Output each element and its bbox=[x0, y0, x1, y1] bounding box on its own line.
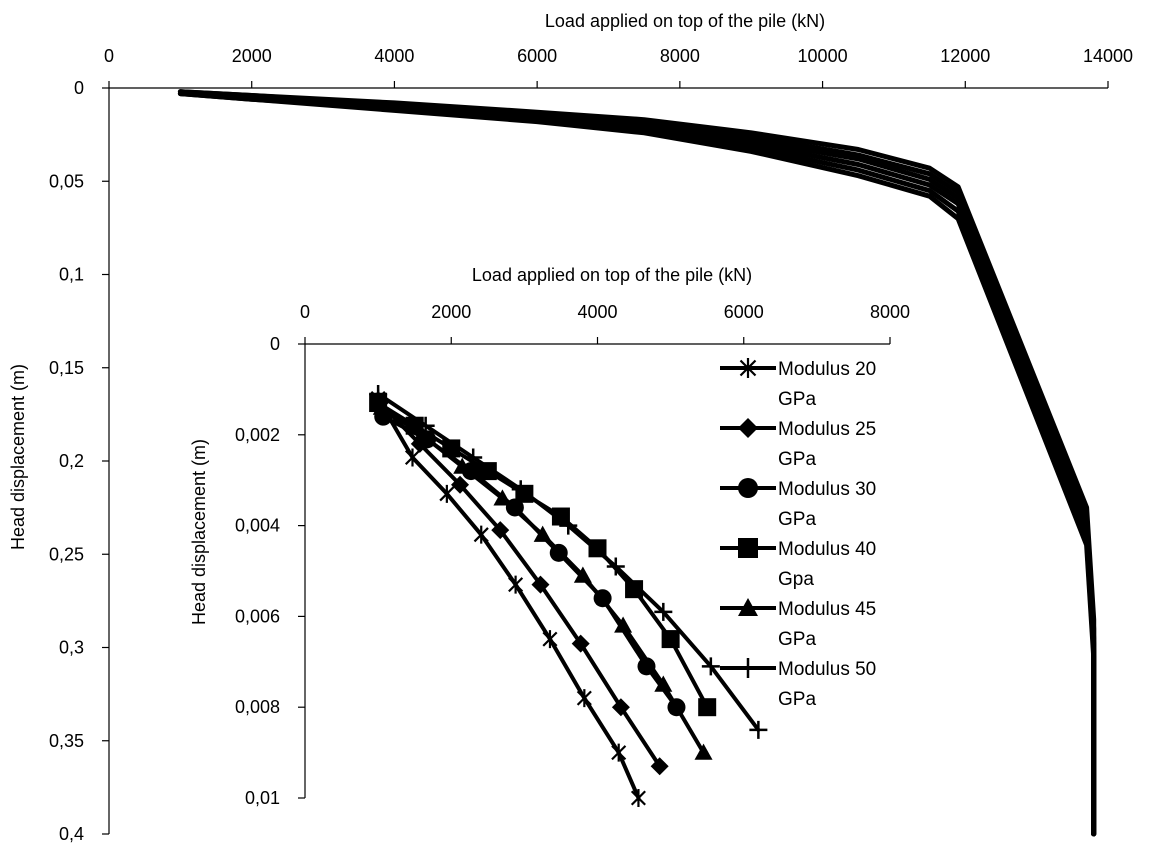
inset-point-asterisk bbox=[576, 689, 592, 708]
main-series-line bbox=[177, 91, 1097, 837]
legend-label-unit: GPa bbox=[778, 389, 816, 410]
inset-point-square bbox=[625, 580, 644, 599]
inset-point-triangle bbox=[654, 675, 673, 692]
main-y-tick-label: 0,4 bbox=[59, 824, 84, 844]
legend-marker-diamond bbox=[738, 418, 758, 438]
inset-point-asterisk bbox=[473, 525, 489, 544]
inset-y-tick-label: 0 bbox=[270, 334, 280, 354]
main-x-tick-label: 12000 bbox=[940, 46, 990, 66]
inset-point-plus bbox=[559, 516, 578, 535]
main-x-tick-label: 14000 bbox=[1083, 46, 1133, 66]
inset-y-tick-label: 0,01 bbox=[245, 788, 280, 808]
inset-x-axis-title: Load applied on top of the pile (kN) bbox=[472, 265, 752, 285]
inset-point-asterisk bbox=[630, 789, 646, 807]
inset-point-triangle bbox=[573, 566, 592, 583]
inset-point-plus bbox=[369, 384, 388, 403]
inset-x-tick-label: 0 bbox=[300, 302, 310, 322]
inset-y-tick-label: 0,002 bbox=[235, 425, 280, 445]
inset-point-asterisk bbox=[404, 448, 421, 467]
inset-point-plus bbox=[749, 720, 768, 739]
inset-point-triangle bbox=[493, 489, 512, 506]
legend-label-unit: GPa bbox=[778, 629, 816, 650]
inset-point-plus bbox=[416, 416, 435, 435]
inset-x-tick-label: 8000 bbox=[870, 302, 910, 322]
inset-x-tick-label: 2000 bbox=[431, 302, 471, 322]
main-x-tick-label: 4000 bbox=[374, 46, 414, 66]
inset-chart: Load applied on top of the pile (kN) Hea… bbox=[189, 265, 930, 820]
inset-point-plus bbox=[654, 602, 673, 621]
inset-point-asterisk bbox=[542, 630, 558, 649]
main-x-tick-label: 0 bbox=[104, 46, 114, 66]
main-y-tick-label: 0 bbox=[74, 78, 84, 98]
legend-marker-plus bbox=[738, 658, 758, 678]
legend-marker-asterisk bbox=[739, 358, 757, 378]
inset-point-square bbox=[661, 630, 680, 649]
legend-marker-square bbox=[738, 538, 758, 558]
legend-label: Modulus 45 bbox=[778, 599, 876, 620]
main-y-axis-title: Head displacement (m) bbox=[8, 364, 28, 550]
main-x-tick-label: 2000 bbox=[232, 46, 272, 66]
legend-marker-circle bbox=[738, 478, 758, 498]
inset-point-triangle bbox=[453, 457, 472, 474]
inset-point-diamond bbox=[491, 521, 510, 540]
inset-point-diamond bbox=[571, 634, 590, 653]
inset-point-diamond bbox=[650, 757, 669, 776]
inset-y-tick-label: 0,008 bbox=[235, 697, 280, 717]
legend-label: Modulus 30 bbox=[778, 479, 876, 500]
legend-label-unit: GPa bbox=[778, 449, 816, 470]
inset-point-square bbox=[698, 698, 717, 717]
inset-point-triangle bbox=[533, 525, 552, 542]
main-chart: Load applied on top of the pile (kN) Hea… bbox=[8, 11, 1133, 844]
inset-point-circle bbox=[637, 657, 656, 676]
inset-background bbox=[195, 266, 930, 820]
main-y-tick-label: 0,25 bbox=[49, 544, 84, 564]
inset-point-triangle bbox=[614, 616, 633, 633]
legend-label: Modulus 40 bbox=[778, 539, 876, 560]
inset-y-axis-title: Head displacement (m) bbox=[189, 439, 209, 625]
legend-label-unit: Gpa bbox=[778, 569, 814, 590]
main-y-tick-label: 0,15 bbox=[49, 358, 84, 378]
main-x-tick-label: 6000 bbox=[517, 46, 557, 66]
legend-label-unit: GPa bbox=[778, 509, 816, 530]
inset-point-diamond bbox=[531, 575, 550, 594]
inset-point-asterisk bbox=[611, 743, 627, 762]
main-y-tick-label: 0,1 bbox=[59, 265, 84, 285]
inset-point-plus bbox=[511, 480, 530, 499]
main-y-tick-label: 0,3 bbox=[59, 638, 84, 658]
inset-x-tick-label: 4000 bbox=[577, 302, 617, 322]
legend-marker-triangle bbox=[738, 598, 758, 616]
inset-y-tick-label: 0,006 bbox=[235, 606, 280, 626]
legend-label: Modulus 25 bbox=[778, 419, 876, 440]
inset-point-triangle bbox=[413, 425, 431, 442]
inset-x-tick-label: 6000 bbox=[724, 302, 764, 322]
inset-point-triangle bbox=[372, 398, 391, 415]
main-y-tick-label: 0,2 bbox=[59, 451, 84, 471]
inset-point-asterisk bbox=[439, 484, 455, 503]
main-y-tick-label: 0,35 bbox=[49, 731, 84, 751]
legend-label-unit: GPa bbox=[778, 689, 816, 710]
main-x-tick-label: 8000 bbox=[660, 46, 700, 66]
inset-point-diamond bbox=[611, 698, 630, 717]
legend-label: Modulus 50 bbox=[778, 659, 876, 680]
inset-point-plus bbox=[464, 448, 483, 467]
legend-label: Modulus 20 bbox=[778, 359, 876, 380]
inset-y-tick-label: 0,004 bbox=[235, 516, 280, 536]
inset-point-plus bbox=[701, 657, 720, 676]
main-x-axis-title: Load applied on top of the pile (kN) bbox=[545, 11, 825, 31]
inset-point-diamond bbox=[451, 475, 470, 494]
inset-point-asterisk bbox=[508, 575, 524, 594]
main-x-tick-label: 10000 bbox=[798, 46, 848, 66]
inset-point-plus bbox=[606, 557, 625, 576]
main-y-tick-label: 0,05 bbox=[49, 171, 84, 191]
inset-point-triangle bbox=[694, 743, 713, 760]
inset-series-line bbox=[377, 401, 662, 769]
